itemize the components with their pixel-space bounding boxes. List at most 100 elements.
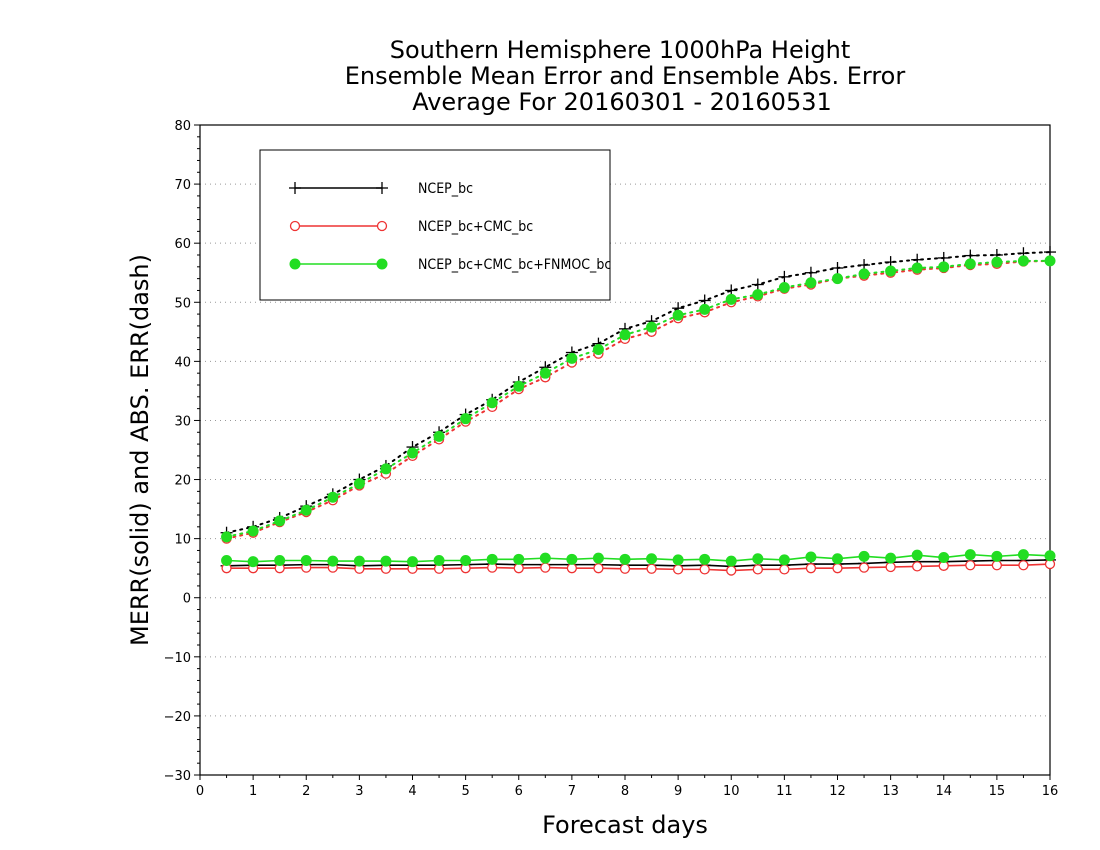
legend-item-0: NCEP_bc bbox=[289, 181, 473, 197]
x-tick-label: 14 bbox=[935, 784, 952, 799]
data-point-merr bbox=[1044, 550, 1056, 562]
legend-item-1: NCEP_bc+CMC_bc bbox=[289, 219, 533, 235]
y-tick-label: 50 bbox=[174, 296, 191, 311]
data-point-merr bbox=[353, 555, 365, 567]
data-point-merr bbox=[592, 552, 604, 564]
data-point-merr bbox=[672, 564, 684, 575]
data-point-merr bbox=[832, 553, 843, 565]
data-point-merr bbox=[805, 563, 817, 574]
data-point-merr bbox=[832, 563, 843, 574]
data-point-abs-err bbox=[938, 261, 950, 273]
y-tick-label: 0 bbox=[183, 592, 191, 607]
data-point-merr bbox=[380, 555, 392, 567]
series-group bbox=[220, 246, 1056, 576]
data-point-abs-err bbox=[699, 303, 711, 315]
data-point-merr bbox=[991, 560, 1003, 571]
legend-marker bbox=[289, 220, 301, 232]
chart-title-line-2: Ensemble Mean Error and Ensemble Abs. Er… bbox=[345, 62, 906, 90]
data-point-abs-err bbox=[221, 531, 233, 543]
data-point-abs-err bbox=[725, 293, 737, 305]
legend-marker bbox=[376, 182, 388, 194]
gridlines bbox=[200, 183, 1050, 717]
data-point-abs-err bbox=[300, 504, 312, 516]
data-point-abs-err bbox=[407, 447, 418, 459]
data-point-abs-err bbox=[247, 525, 259, 537]
data-point-merr bbox=[725, 555, 737, 567]
x-tick-label: 13 bbox=[882, 784, 899, 799]
x-tick-label: 12 bbox=[829, 784, 846, 799]
data-point-abs-err bbox=[646, 321, 658, 333]
data-point-abs-err bbox=[858, 268, 870, 280]
legend-marker bbox=[289, 182, 301, 194]
x-tick-label: 6 bbox=[515, 784, 523, 799]
x-tick-label: 0 bbox=[196, 784, 204, 799]
data-point-abs-err bbox=[539, 367, 551, 379]
data-point-abs-err bbox=[885, 265, 897, 277]
series-1 bbox=[221, 255, 1056, 576]
data-point-merr bbox=[619, 553, 631, 565]
data-point-abs-err bbox=[592, 344, 604, 356]
data-point-abs-err bbox=[433, 430, 445, 442]
data-point-abs-err bbox=[778, 282, 790, 293]
data-point-merr bbox=[911, 549, 923, 561]
data-point-merr bbox=[1018, 560, 1029, 571]
data-point-merr bbox=[726, 565, 737, 576]
y-tick-label: 10 bbox=[174, 533, 191, 548]
data-point-merr bbox=[885, 552, 897, 564]
data-point-merr bbox=[699, 564, 710, 575]
legend-label: NCEP_bc+CMC_bc+FNMOC_bc bbox=[418, 257, 611, 273]
series-line-merr bbox=[226, 553, 1051, 563]
data-point-merr bbox=[460, 555, 472, 566]
x-tick-label: 1 bbox=[249, 784, 257, 799]
data-point-merr bbox=[221, 555, 233, 566]
x-axis-label: Forecast days bbox=[542, 811, 708, 839]
data-point-merr bbox=[672, 554, 684, 566]
y-tick-label: −30 bbox=[164, 769, 191, 784]
data-point-abs-err bbox=[513, 380, 525, 392]
x-tick-label: 2 bbox=[302, 784, 310, 799]
data-point-merr bbox=[885, 561, 896, 573]
legend-box bbox=[259, 149, 611, 301]
y-tick-label: 60 bbox=[174, 237, 191, 252]
data-point-merr bbox=[274, 555, 286, 566]
y-axis-label: MERR(solid) and ABS. ERR(dash) bbox=[126, 254, 154, 646]
data-point-merr bbox=[513, 563, 524, 574]
data-point-merr bbox=[327, 555, 339, 567]
data-point-merr bbox=[300, 555, 312, 566]
chart-title-line-1: Southern Hemisphere 1000hPa Height bbox=[390, 36, 850, 64]
y-tick-label: −20 bbox=[164, 710, 191, 725]
data-point-merr bbox=[778, 554, 790, 566]
data-point-abs-err bbox=[327, 491, 339, 503]
data-point-merr bbox=[779, 564, 790, 575]
data-point-merr bbox=[991, 550, 1003, 562]
chart-title: Southern Hemisphere 1000hPa Height Ensem… bbox=[345, 36, 906, 116]
data-point-merr bbox=[247, 556, 259, 568]
data-point-merr bbox=[964, 549, 976, 561]
data-point-merr bbox=[646, 563, 657, 574]
data-point-merr bbox=[566, 563, 578, 574]
data-point-merr bbox=[858, 562, 870, 573]
legend-marker bbox=[289, 258, 301, 270]
legend: NCEP_bc NCEP_bc+CMC_bc NCEP_bc+CMC_bc+FNMO… bbox=[259, 149, 611, 301]
series-2 bbox=[221, 255, 1056, 568]
x-tick-label: 9 bbox=[674, 784, 682, 799]
data-point-merr bbox=[858, 550, 870, 562]
x-tick-label: 15 bbox=[989, 784, 1006, 799]
data-point-merr bbox=[805, 551, 817, 563]
data-point-merr bbox=[407, 556, 418, 568]
y-tick-label: 70 bbox=[174, 178, 191, 193]
x-tick-label: 4 bbox=[408, 784, 416, 799]
data-point-merr bbox=[752, 553, 764, 565]
data-point-abs-err bbox=[460, 413, 472, 425]
chart-title-line-3: Average For 20160301 - 20160531 bbox=[412, 88, 832, 116]
legend-marker bbox=[376, 258, 388, 270]
data-point-abs-err bbox=[1017, 255, 1029, 267]
y-tick-label: −10 bbox=[164, 651, 191, 666]
data-point-abs-err bbox=[619, 329, 631, 341]
data-point-abs-err bbox=[566, 352, 578, 364]
y-tick-label: 80 bbox=[174, 119, 191, 134]
legend-label: NCEP_bc+CMC_bc bbox=[418, 219, 533, 235]
data-point-abs-err bbox=[1044, 255, 1056, 267]
